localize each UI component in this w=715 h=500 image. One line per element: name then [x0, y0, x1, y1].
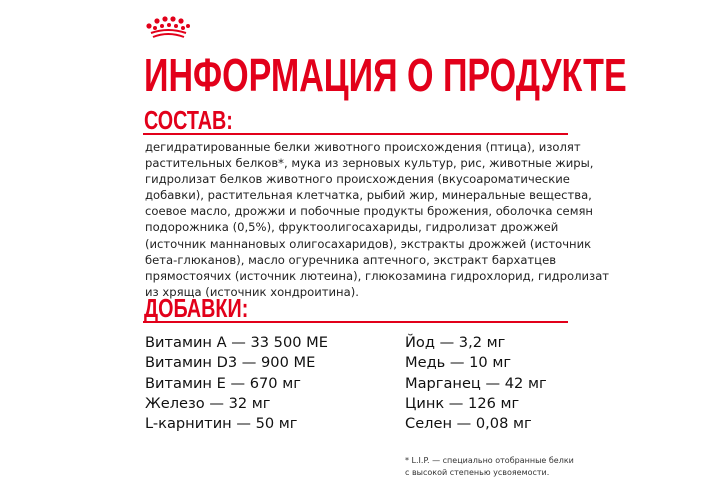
- footnote: * L.I.P. — специально отобранные белки с…: [405, 455, 574, 479]
- crown-logo-icon: [146, 16, 190, 38]
- additive-item: Марганец — 42 мг: [405, 374, 547, 392]
- composition-line: добавки), растительная клетчатка, рыбий …: [145, 188, 592, 203]
- composition-line: из хряща (источник хондроитина).: [145, 284, 359, 299]
- additives-right-column: Йод — 3,2 мг Медь — 10 мг Марганец — 42 …: [405, 333, 547, 434]
- composition-line: растительных белков*, мука из зерновых к…: [145, 156, 594, 171]
- additive-item: Витамин А — 33 500 МЕ: [145, 334, 328, 351]
- additive-item: Железо — 32 мг: [145, 394, 271, 412]
- additive-item: Витамин Е — 670 мг: [145, 374, 301, 392]
- additive-item: Медь — 10 мг: [405, 354, 512, 372]
- composition-line: прямостоячих (источник лютеина), глюкоза…: [145, 268, 610, 283]
- additive-item: Селен — 0,08 мг: [405, 415, 532, 433]
- additives-left-column: Витамин А — 33 500 МЕ Витамин D3 — 900 М…: [145, 333, 328, 434]
- composition-line: подорожника (0,5%), фруктоолигосахариды,…: [145, 220, 559, 235]
- footnote-line: с высокой степенью усвояемости.: [405, 468, 550, 477]
- composition-text: дегидратированные белки животного происх…: [145, 139, 610, 300]
- composition-line: бета-глюканов), масло огуречника аптечно…: [145, 252, 557, 267]
- additive-item: Йод — 3,2 мг: [405, 334, 506, 351]
- composition-divider: [143, 133, 568, 135]
- composition-heading: СОСТАВ:: [144, 105, 233, 135]
- additives-heading: ДОБАВКИ:: [144, 293, 249, 323]
- additive-item: L-карнитин — 50 мг: [145, 415, 298, 433]
- additive-item: Цинк — 126 мг: [405, 394, 520, 412]
- footnote-line: * L.I.P. — специально отобранные белки: [405, 456, 574, 465]
- composition-line: гидролизат белков животного происхождени…: [145, 172, 570, 187]
- composition-line: дегидратированные белки животного происх…: [145, 140, 581, 154]
- page-title: ИНФОРМАЦИЯ О ПРОДУКТЕ: [144, 49, 627, 101]
- composition-line: (источник маннановых олигосахаридов), эк…: [145, 236, 592, 251]
- composition-line: соевое масло, дрожжи и побочные продукты…: [145, 204, 593, 219]
- additive-item: Витамин D3 — 900 МЕ: [145, 354, 316, 372]
- additives-divider: [143, 321, 568, 323]
